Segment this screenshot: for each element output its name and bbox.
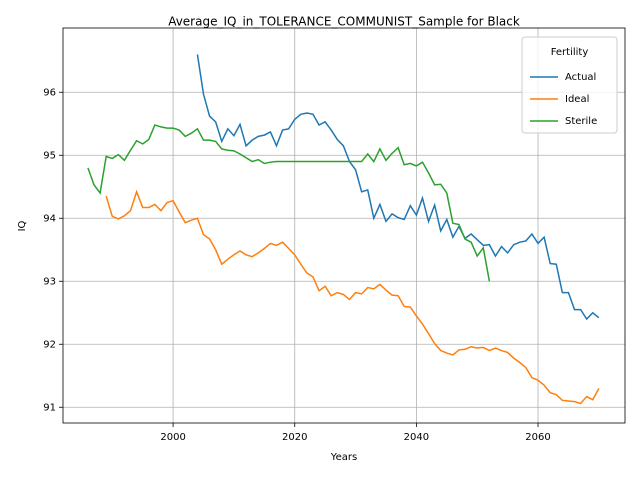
y-tick-label: 92 [43, 339, 56, 350]
y-tick-label: 96 [43, 87, 56, 98]
legend-box [521, 36, 618, 134]
chart-title: Average_IQ_in_TOLERANCE_COMMUNIST_Sample… [168, 15, 520, 29]
legend-title: Fertility [551, 47, 589, 58]
y-tick-label: 91 [43, 402, 56, 413]
y-tick-label: 95 [43, 150, 56, 161]
plot-frame [62, 27, 626, 424]
legend-label: Ideal [565, 94, 589, 105]
x-tick-label: 2040 [404, 432, 429, 443]
series-line [87, 124, 491, 282]
y-axis-label: IQ [17, 220, 28, 231]
x-tick-label: 2020 [282, 432, 307, 443]
y-tick-label: 94 [43, 213, 56, 224]
legend-label: Sterile [565, 116, 597, 127]
x-axis-label: Years [330, 452, 357, 463]
y-tick-label: 93 [43, 276, 56, 287]
x-tick-label: 2060 [525, 432, 550, 443]
series-line [196, 54, 600, 321]
series-line [105, 189, 600, 405]
legend-label: Actual [565, 72, 596, 83]
x-tick-label: 2000 [160, 432, 185, 443]
